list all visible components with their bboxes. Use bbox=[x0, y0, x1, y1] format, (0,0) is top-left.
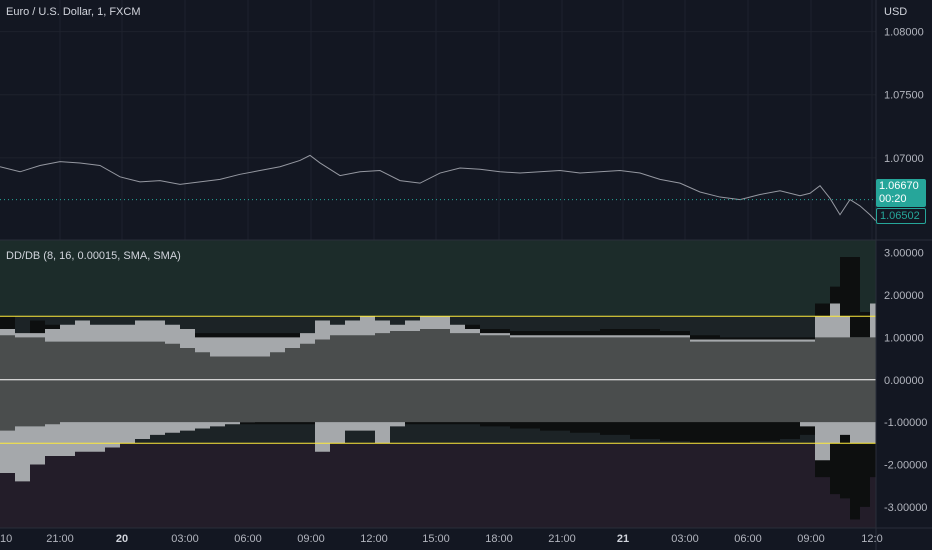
price-tick-label: 1.08000 bbox=[884, 27, 924, 39]
price-line bbox=[0, 154, 877, 222]
low-price-tag: 1.06502 bbox=[876, 208, 926, 224]
time-tick-label: 18:00 bbox=[485, 533, 513, 545]
time-tick-label: 03:00 bbox=[671, 533, 699, 545]
lower-mid-area bbox=[0, 379, 876, 431]
indicator-areas bbox=[0, 256, 876, 520]
indicator-title[interactable]: DD/DB (8, 16, 0.00015, SMA, SMA) bbox=[6, 250, 181, 262]
time-tick-label: 15:00 bbox=[422, 533, 450, 545]
reference-lines bbox=[0, 315, 876, 444]
indicator-tick-label: -3.00000 bbox=[884, 502, 927, 514]
time-tick-label: 21:00 bbox=[548, 533, 576, 545]
symbol-title[interactable]: Euro / U.S. Dollar, 1, FXCM bbox=[6, 6, 141, 18]
indicator-tick-label: -2.00000 bbox=[884, 459, 927, 471]
time-tick-label: 03:00 bbox=[171, 533, 199, 545]
time-tick-label: 06:00 bbox=[734, 533, 762, 545]
time-tick-label: 21:00 bbox=[46, 533, 74, 545]
time-tick-label: 20 bbox=[116, 533, 128, 545]
last-price-value: 1.06670 bbox=[879, 180, 919, 192]
bull-zone bbox=[0, 240, 876, 317]
time-tick-label: 10 bbox=[0, 533, 12, 545]
time-tick-label: 21 bbox=[617, 533, 629, 545]
indicator-tick-label: 0.00000 bbox=[884, 375, 924, 387]
countdown-value: 00:20 bbox=[879, 193, 907, 205]
time-tick-label: 09:00 bbox=[297, 533, 325, 545]
indicator-tick-label: 1.00000 bbox=[884, 332, 924, 344]
currency-label[interactable]: USD bbox=[884, 6, 908, 18]
time-tick-label: 06:00 bbox=[234, 533, 262, 545]
last-price-tag: 1.06670 00:20 bbox=[876, 179, 926, 207]
time-tick-label: 09:00 bbox=[797, 533, 825, 545]
indicator-tick-label: 2.00000 bbox=[884, 290, 924, 302]
bear-zone bbox=[0, 443, 876, 528]
price-tick-label: 1.07500 bbox=[884, 90, 924, 102]
time-tick-label: 12:0 bbox=[861, 533, 882, 545]
low-price-value: 1.06502 bbox=[880, 210, 920, 222]
tick-labels: 1.08000 1.07500 1.07000 3.00000 2.00000 1.000… bbox=[0, 27, 927, 545]
time-tick-label: 12:00 bbox=[360, 533, 388, 545]
upper-mid-area bbox=[0, 328, 876, 380]
price-series bbox=[0, 154, 877, 222]
indicator-tick-label: -1.00000 bbox=[884, 417, 927, 429]
price-tick-label: 1.07000 bbox=[884, 153, 924, 165]
indicator-tick-label: 3.00000 bbox=[884, 248, 924, 260]
